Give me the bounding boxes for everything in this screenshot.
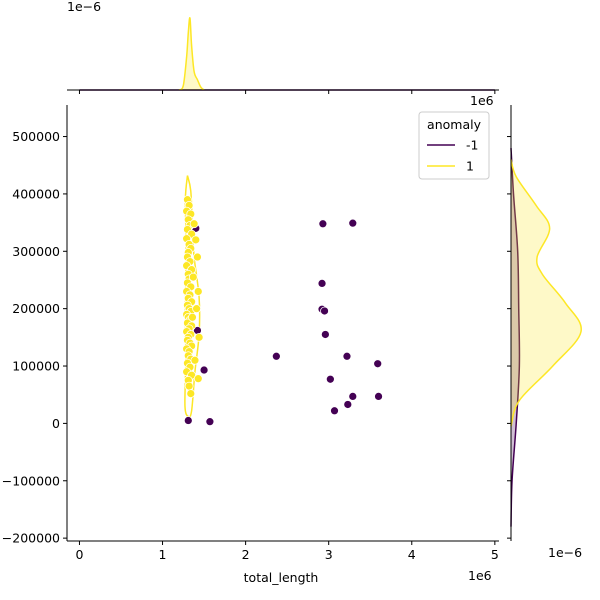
scatter-point bbox=[193, 252, 202, 262]
top-kde-line-1 bbox=[178, 17, 205, 91]
scatter-points bbox=[182, 195, 383, 427]
x-tick-label: 2 bbox=[242, 547, 250, 562]
right-kde-line-1 bbox=[510, 159, 582, 427]
scatter-point bbox=[192, 304, 201, 314]
right-marginal-top-offset-text: 1e6 bbox=[470, 93, 494, 108]
scatter-point bbox=[193, 287, 203, 296]
scatter-point bbox=[348, 218, 358, 228]
scatter-point bbox=[318, 219, 328, 229]
scatter-point bbox=[199, 365, 209, 375]
x-axis-label: total_length bbox=[244, 570, 319, 585]
scatter-point bbox=[317, 279, 327, 288]
y-tick-label: 200000 bbox=[12, 301, 60, 316]
scatter-point bbox=[320, 306, 329, 316]
scatter-point bbox=[271, 351, 281, 361]
y-tick-label: 0 bbox=[52, 416, 60, 431]
x-tick-label: 4 bbox=[408, 547, 416, 562]
y-tick-label: −100000 bbox=[2, 473, 60, 488]
scatter-point bbox=[188, 312, 197, 322]
scatter-point bbox=[194, 332, 204, 342]
scatter-point bbox=[343, 400, 353, 409]
scatter-point bbox=[373, 359, 383, 369]
scatter-point bbox=[205, 417, 215, 427]
legend: anomaly -1 1 bbox=[418, 111, 490, 180]
y-tick-label: 400000 bbox=[12, 186, 60, 201]
scatter-point bbox=[184, 381, 194, 391]
scatter-point bbox=[342, 351, 352, 361]
legend-label-1: 1 bbox=[466, 159, 474, 174]
y-tick-label: −200000 bbox=[2, 531, 60, 546]
top-marginal-kde bbox=[79, 17, 495, 91]
legend-title: anomaly bbox=[427, 117, 482, 132]
scatter-point bbox=[190, 355, 200, 365]
x-axis-ticks: 0 1 2 3 4 5 bbox=[75, 541, 499, 562]
x-tick-label: 1 bbox=[159, 547, 167, 562]
right-kde-fill--1 bbox=[511, 148, 520, 527]
right-kde-line--1 bbox=[510, 147, 521, 527]
y-tick-label: 100000 bbox=[12, 359, 60, 374]
scatter-point bbox=[193, 374, 203, 384]
right-marginal-kde bbox=[510, 147, 582, 527]
top-marginal-offset-text: 1e−6 bbox=[67, 0, 101, 14]
x-axis-offset-text: 1e6 bbox=[468, 568, 492, 583]
scatter-point bbox=[191, 235, 201, 245]
y-axis-ticks: −200000 −100000 0 100000 200000 300000 400000 5… bbox=[2, 129, 67, 546]
scatter-point bbox=[330, 406, 339, 416]
x-tick-label: 5 bbox=[491, 547, 499, 562]
right-marginal-axes: 1e6 1e−6 bbox=[470, 93, 582, 560]
scatter-point bbox=[348, 392, 358, 401]
top-marginal-ticks bbox=[78, 90, 496, 94]
scatter-point bbox=[186, 389, 196, 398]
main-axes: 0 1 2 3 4 5 −200000 −100000 0 100000 200000 300000… bbox=[2, 105, 499, 585]
scatter-point bbox=[320, 330, 330, 339]
scatter-point bbox=[325, 374, 335, 384]
right-kde-fill-1 bbox=[511, 159, 582, 427]
x-tick-label: 3 bbox=[325, 547, 333, 562]
scatter-point bbox=[188, 272, 198, 282]
scatter-point bbox=[183, 416, 193, 425]
top-marginal-axes: 1e−6 bbox=[67, 0, 499, 94]
y-tick-label: 500000 bbox=[12, 129, 60, 144]
scatter-point bbox=[374, 392, 383, 401]
legend-label-neg1: -1 bbox=[466, 138, 478, 153]
y-tick-label: 300000 bbox=[12, 244, 60, 259]
scatter-point bbox=[189, 219, 199, 229]
x-tick-label: 0 bbox=[75, 547, 83, 562]
right-marginal-ticks bbox=[507, 136, 511, 539]
right-marginal-bottom-offset-text: 1e−6 bbox=[548, 545, 582, 560]
